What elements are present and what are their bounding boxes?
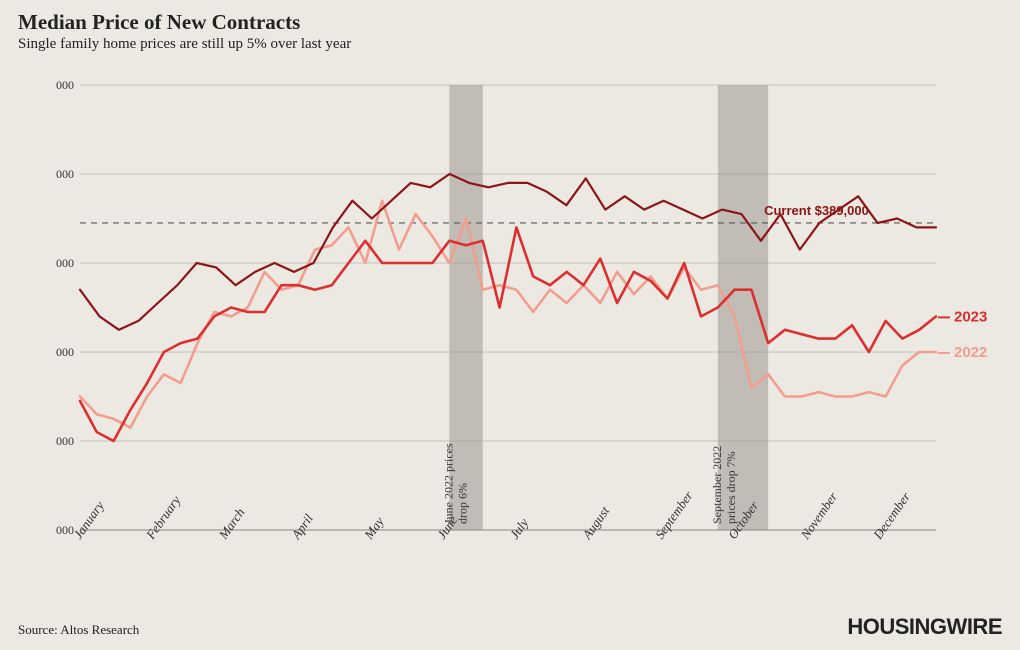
y-tick-label: $340,000 [56, 434, 74, 448]
chart-container: Median Price of New Contracts Single fam… [0, 0, 1020, 650]
x-tick-label: September [652, 487, 696, 541]
series-line-2023-weekly-high [80, 174, 936, 330]
band-label: prices drop 7% [724, 451, 738, 524]
band-label: June 2022 prices [441, 443, 455, 524]
series-line-2023 [80, 227, 936, 441]
x-tick-label: August [579, 503, 613, 542]
brand-logo: HOUSINGWIRE [847, 614, 1002, 640]
chart-source: Source: Altos Research [18, 622, 139, 638]
band-label: drop 6% [455, 483, 469, 524]
x-tick-label: July [507, 515, 532, 542]
chart-plot: June 2022 pricesdrop 6%September 2022pri… [56, 80, 996, 580]
x-tick-label: May [361, 514, 387, 543]
x-tick-label: February [142, 493, 183, 543]
series-label-2022: 2022 [954, 344, 987, 361]
y-tick-label: $400,000 [56, 167, 74, 181]
y-tick-label: $360,000 [56, 345, 74, 359]
chart-subtitle: Single family home prices are still up 5… [18, 36, 351, 53]
x-tick-label: January [70, 498, 107, 542]
y-tick-label: $420,000 [56, 80, 74, 92]
x-tick-label: March [215, 505, 247, 542]
x-tick-label: December [870, 489, 914, 543]
x-tick-label: April [288, 511, 316, 543]
x-tick-label: November [797, 489, 841, 543]
y-tick-label: $380,000 [56, 256, 74, 270]
series-line-2022 [80, 201, 936, 428]
band-label: September 2022 [710, 446, 724, 524]
series-label-2023: 2023 [954, 308, 987, 325]
chart-title: Median Price of New Contracts [18, 10, 300, 35]
